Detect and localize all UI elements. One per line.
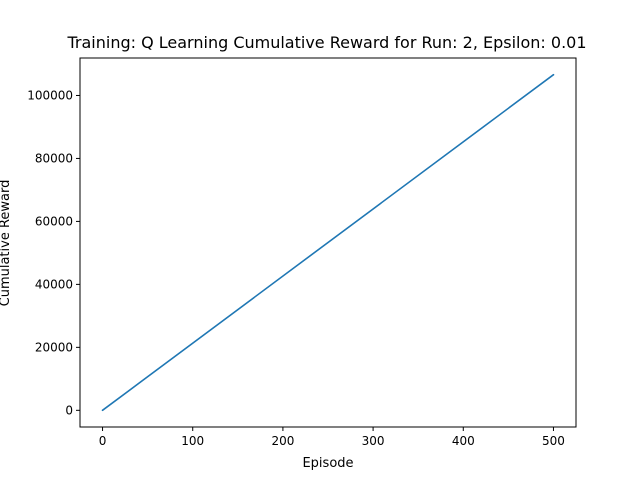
- x-tick-label: 0: [99, 434, 107, 448]
- x-tick-label: 400: [452, 434, 475, 448]
- x-axis-label: Episode: [302, 456, 353, 471]
- plot-area: [101, 73, 555, 412]
- axis-ticks: 0 100 200 300 400 500 0 20000 40000 60000 80000 100…: [27, 88, 565, 448]
- axes-frame: [79, 57, 577, 428]
- y-tick-label: 40000: [35, 277, 73, 291]
- x-tick-label: 300: [362, 434, 385, 448]
- y-axis-label: Cumulative Reward: [0, 180, 13, 307]
- x-tick-label: 500: [542, 434, 565, 448]
- series-line: [101, 73, 555, 412]
- x-tick-label: 100: [181, 434, 204, 448]
- chart-title: Training: Q Learning Cumulative Reward f…: [66, 33, 586, 52]
- x-tick-label: 200: [271, 434, 294, 448]
- y-tick-label: 80000: [35, 151, 73, 165]
- y-tick-label: 100000: [27, 88, 73, 102]
- y-tick-label: 20000: [35, 340, 73, 354]
- y-tick-label: 60000: [35, 214, 73, 228]
- y-tick-label: 0: [65, 403, 73, 417]
